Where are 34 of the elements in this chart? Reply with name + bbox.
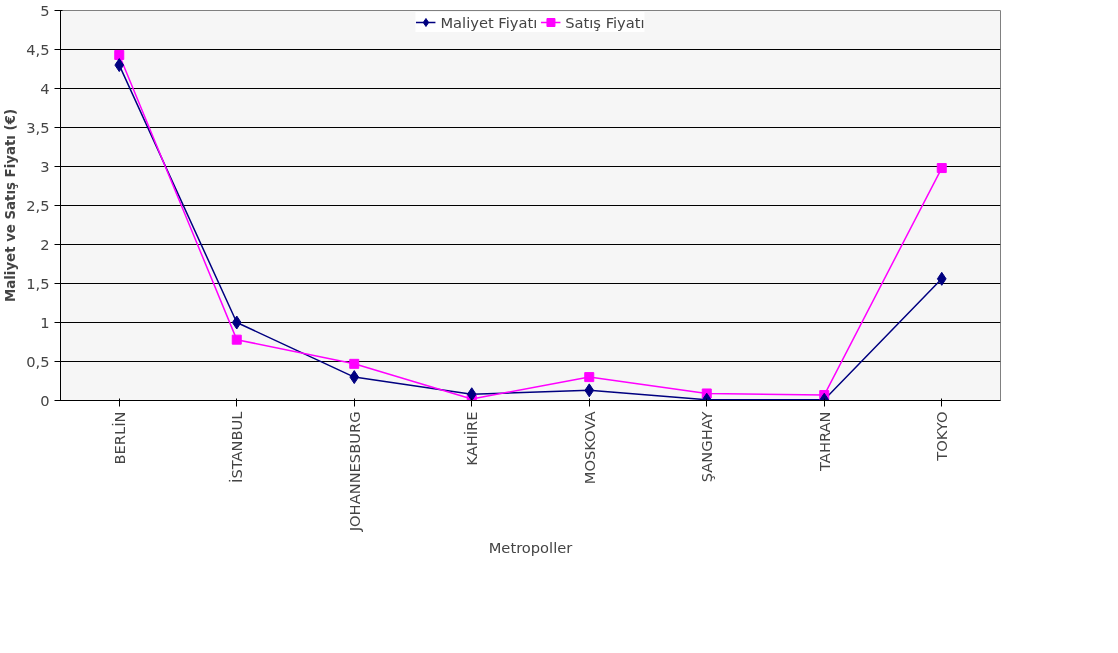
y-tick-label: 5 xyxy=(40,1,50,19)
point xyxy=(584,383,595,398)
point xyxy=(349,358,360,369)
x-tick-label: MOSKOVA xyxy=(580,411,598,485)
point xyxy=(114,58,125,73)
x-tick-label: ŞANGHAY xyxy=(698,411,716,483)
point xyxy=(231,315,242,330)
point xyxy=(231,334,242,345)
x-tick-label: JOHANNESBURG xyxy=(345,411,363,533)
point xyxy=(936,163,947,174)
y-tick-label: 2,5 xyxy=(26,196,50,214)
x-axis-title: Metropoller xyxy=(488,539,574,557)
point xyxy=(584,372,595,383)
x-tick-label: BERLİN xyxy=(110,411,128,465)
point xyxy=(466,387,477,401)
y-tick-label: 0,5 xyxy=(26,352,50,370)
point xyxy=(349,370,360,385)
y-tick-label: 3,5 xyxy=(26,118,50,136)
y-tick-label: 0 xyxy=(40,391,50,409)
x-tick-label: İSTANBUL xyxy=(228,410,246,483)
legend-label: Satış Fiyatı xyxy=(565,13,645,31)
y-tick-label: 4,5 xyxy=(26,40,50,58)
point xyxy=(936,271,947,286)
legend-label: Maliyet Fiyatı xyxy=(440,13,538,31)
x-tick-label: TOKYO xyxy=(933,411,951,462)
x-tick-label: TAHRAN xyxy=(815,411,833,472)
y-tick-label: 3 xyxy=(40,157,50,175)
point xyxy=(114,49,125,60)
y-tick-label: 1,5 xyxy=(26,274,50,292)
x-tick-label: KAHİRE xyxy=(463,411,481,466)
y-tick-label: 4 xyxy=(40,79,50,97)
y-tick-label: 1 xyxy=(40,313,50,331)
y-tick-label: 2 xyxy=(40,235,50,253)
y-axis-title: Maliyet ve Satış Fiyatı (€) xyxy=(3,109,19,302)
